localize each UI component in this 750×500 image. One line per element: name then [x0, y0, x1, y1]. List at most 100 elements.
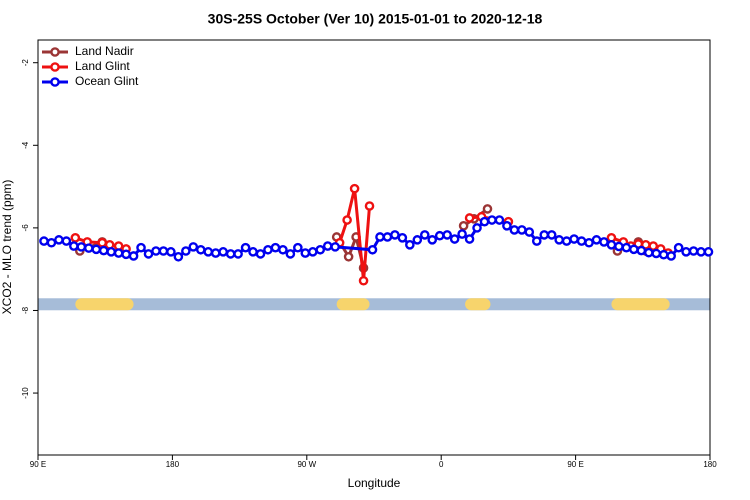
data-point — [427, 235, 438, 245]
data-point — [343, 251, 354, 262]
data-point — [364, 201, 375, 211]
y-tick-label: -6 — [21, 224, 30, 232]
legend-label: Land Nadir — [75, 44, 134, 58]
data-point — [576, 236, 587, 246]
data-point — [46, 237, 57, 248]
data-point — [629, 244, 639, 255]
data-point — [300, 248, 311, 258]
data-point — [434, 230, 445, 241]
x-tick-label: 90 W — [297, 460, 316, 469]
data-point — [621, 242, 632, 253]
y-tick-label: -10 — [21, 387, 30, 399]
data-point — [143, 249, 154, 259]
data-point — [367, 244, 378, 255]
data-point — [419, 230, 430, 240]
ocean-strip — [38, 298, 710, 311]
x-tick-label: 180 — [703, 460, 717, 469]
data-point — [651, 248, 662, 259]
data-point — [457, 229, 467, 239]
data-point — [524, 227, 535, 237]
data-point — [278, 244, 288, 255]
data-point — [76, 242, 87, 252]
data-point — [98, 245, 109, 256]
data-point — [128, 251, 139, 261]
data-point — [696, 247, 706, 257]
legend-label: Land Glint — [75, 59, 130, 73]
data-point — [673, 242, 684, 253]
data-point — [195, 244, 206, 255]
x-tick-label: 0 — [439, 460, 444, 469]
data-point — [307, 247, 318, 257]
data-point — [482, 204, 493, 214]
data-point — [203, 247, 214, 257]
data-point — [397, 232, 408, 243]
chart-title: 30S-25S October (Ver 10) 2015-01-01 to 2… — [208, 11, 543, 27]
data-point — [591, 235, 602, 245]
land-segment — [611, 298, 670, 311]
data-point — [240, 242, 251, 253]
legend-marker — [50, 77, 60, 87]
data-point — [643, 247, 654, 258]
data-point — [97, 237, 108, 248]
land-segment — [75, 298, 134, 311]
data-point — [173, 251, 184, 262]
data-point — [584, 237, 594, 248]
data-point — [539, 230, 550, 240]
data-point — [479, 216, 490, 227]
data-point — [517, 225, 527, 235]
data-point — [210, 248, 221, 258]
data-point — [113, 248, 124, 258]
data-point — [666, 251, 676, 261]
data-point — [502, 221, 512, 231]
data-point — [315, 244, 326, 255]
data-point — [218, 247, 228, 257]
data-point — [509, 225, 520, 235]
data-point — [263, 244, 273, 255]
data-point — [487, 215, 497, 225]
data-point — [121, 249, 131, 260]
x-axis-label: Longitude — [348, 476, 401, 490]
data-point — [270, 242, 281, 253]
data-point — [636, 245, 647, 256]
data-point — [531, 236, 542, 246]
data-point — [464, 213, 475, 223]
y-tick-label: -4 — [21, 141, 30, 149]
data-point — [54, 235, 64, 245]
data-point — [181, 246, 191, 256]
data-point — [293, 242, 303, 253]
land-segment — [336, 298, 370, 311]
data-point — [188, 242, 199, 252]
land-segment — [465, 298, 491, 311]
data-point — [648, 241, 659, 251]
x-tick-label: 90 E — [30, 460, 46, 469]
data-point — [449, 234, 460, 244]
data-point — [554, 235, 564, 245]
data-point — [569, 234, 579, 244]
y-tick-label: -8 — [21, 306, 30, 314]
data-point — [106, 247, 116, 257]
data-point — [61, 236, 72, 246]
legend-marker — [50, 47, 60, 57]
data-point — [330, 242, 340, 252]
data-point — [458, 221, 469, 231]
data-point — [70, 232, 81, 243]
data-point — [606, 240, 617, 250]
data-point — [91, 244, 102, 255]
data-point — [285, 249, 296, 259]
data-point — [83, 243, 94, 253]
data-point — [136, 242, 146, 253]
data-point — [375, 232, 385, 242]
data-point — [225, 249, 236, 259]
x-tick-label: 180 — [166, 460, 180, 469]
data-point — [69, 241, 79, 251]
data-point — [472, 223, 482, 233]
x-tick-label: 90 E — [567, 460, 583, 469]
data-point — [703, 247, 714, 257]
y-axis-label: XCO2 - MLO trend (ppm) — [0, 180, 14, 315]
y-tick-label: -2 — [21, 59, 30, 67]
data-point — [166, 247, 176, 257]
data-point — [464, 234, 475, 244]
legend-marker — [50, 62, 60, 72]
